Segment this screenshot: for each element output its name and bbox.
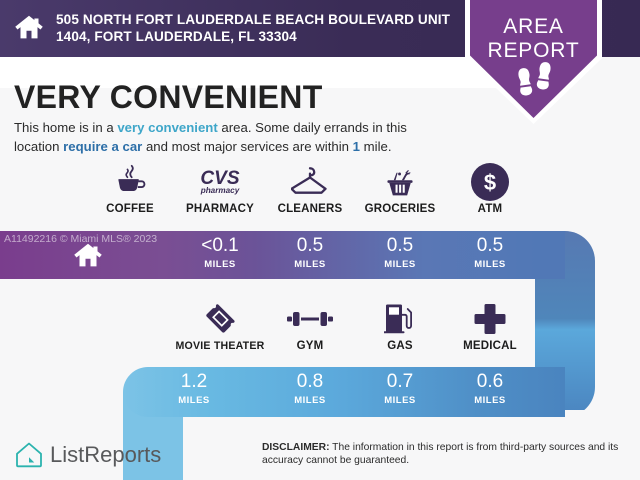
svg-text:$: $ (484, 170, 496, 195)
svg-text:pharmacy: pharmacy (200, 186, 240, 195)
